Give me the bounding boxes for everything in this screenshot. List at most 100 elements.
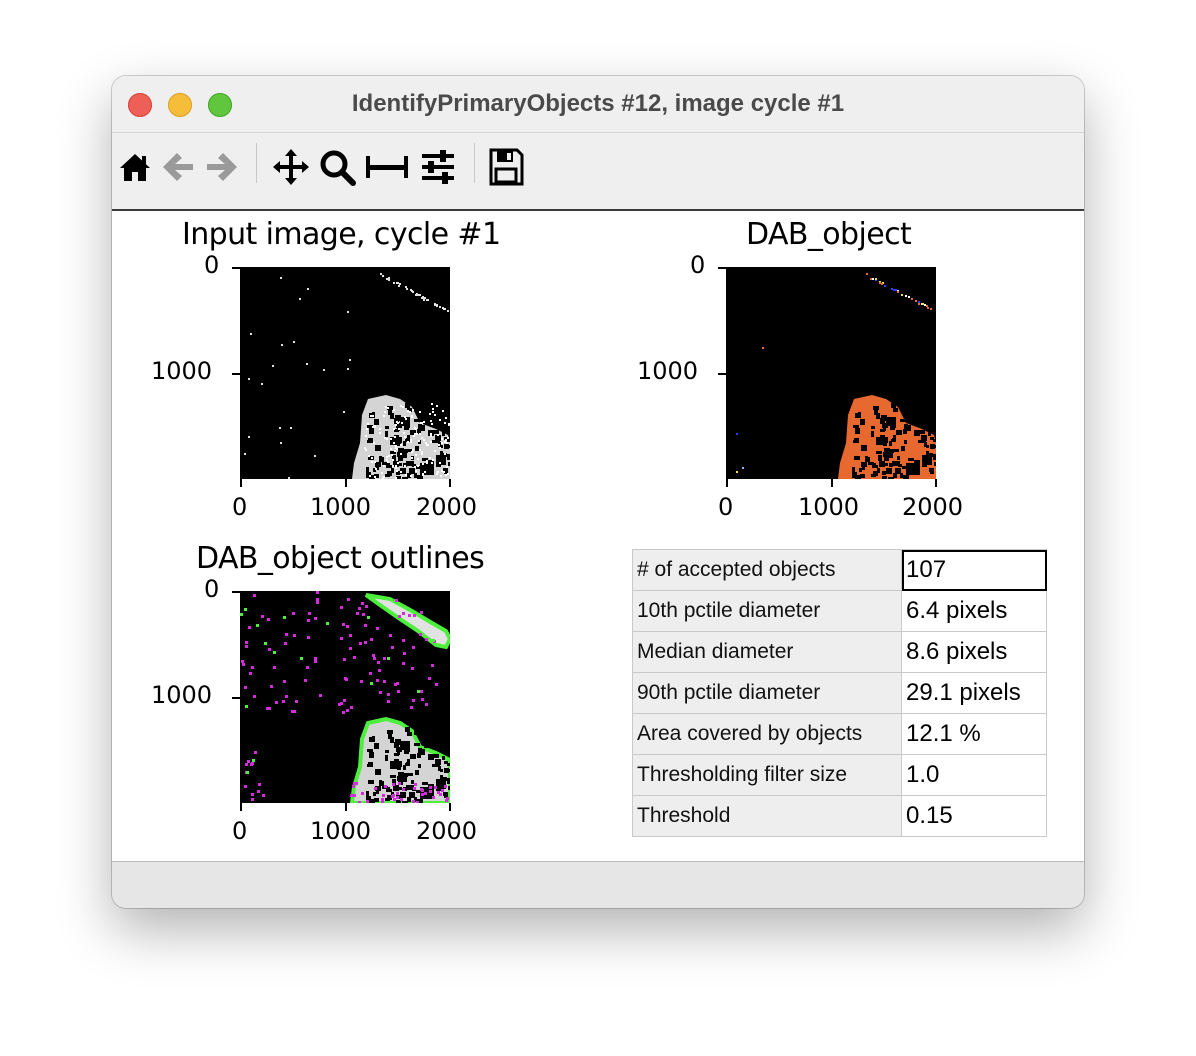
pixel-speck: [429, 457, 431, 459]
pixel-speck: [374, 787, 377, 790]
pixel-speck: [369, 799, 375, 803]
pixel-speck: [860, 419, 865, 425]
dab-object-labels: [726, 267, 936, 479]
pixel-speck: [383, 465, 385, 467]
pixel-speck: [441, 470, 443, 472]
stat-value[interactable]: 29.1 pixels: [901, 672, 1047, 714]
zoom-window-button[interactable]: [208, 93, 232, 117]
pixel-speck: [392, 465, 394, 467]
input-ytick-mark: [232, 267, 240, 269]
pixel-speck: [340, 606, 343, 609]
pixel-speck: [399, 283, 401, 285]
pixel-speck: [396, 747, 402, 752]
stat-value[interactable]: 6.4 pixels: [901, 590, 1047, 632]
pan-icon[interactable]: [272, 147, 310, 187]
pixel-speck: [412, 291, 414, 293]
pixel-speck: [401, 422, 403, 424]
pixel-speck: [895, 289, 897, 291]
pixel-speck: [412, 409, 414, 411]
subplots-icon[interactable]: [364, 147, 410, 187]
close-button[interactable]: [128, 93, 152, 117]
pixel-speck: [445, 747, 450, 751]
pixel-speck: [446, 410, 450, 414]
title-bar: IdentifyPrimaryObjects #12, image cycle …: [112, 76, 1084, 133]
pixel-speck: [918, 440, 923, 443]
input-xtick-1000: 1000: [310, 493, 372, 521]
pixel-speck: [436, 435, 439, 438]
stat-value[interactable]: 0.15: [901, 795, 1047, 837]
pixel-speck: [251, 762, 254, 765]
pixel-speck: [439, 447, 441, 449]
pixel-speck: [443, 468, 448, 472]
pixel-speck: [862, 464, 865, 470]
pixel-speck: [347, 311, 349, 313]
pixel-speck: [244, 453, 246, 455]
pixel-speck: [922, 440, 926, 443]
pixel-speck: [446, 442, 448, 444]
pixel-speck: [429, 728, 435, 732]
pixel-speck: [386, 278, 388, 280]
configure-icon[interactable]: [420, 147, 456, 187]
pixel-speck: [379, 781, 384, 786]
pixel-speck: [398, 761, 402, 767]
pixel-speck: [397, 776, 403, 781]
pixel-speck: [407, 473, 411, 478]
pixel-speck: [404, 436, 406, 438]
pixel-speck: [445, 439, 447, 441]
pixel-speck: [425, 638, 428, 641]
pixel-speck: [406, 748, 410, 752]
pixel-speck: [911, 298, 913, 300]
pixel-speck: [270, 685, 273, 688]
zoom-icon[interactable]: [318, 147, 356, 187]
stat-label: Thresholding filter size: [632, 754, 902, 796]
pixel-speck: [374, 474, 379, 478]
pixel-speck: [387, 461, 389, 463]
pixel-speck: [440, 740, 444, 746]
pixel-speck: [417, 465, 419, 467]
stat-value[interactable]: 8.6 pixels: [901, 631, 1047, 673]
pixel-speck: [364, 624, 367, 627]
pixel-speck: [359, 642, 362, 645]
pixel-speck: [244, 608, 247, 611]
pixel-speck: [382, 275, 384, 277]
pixel-speck: [441, 442, 443, 444]
pixel-speck: [307, 288, 309, 290]
pixel-speck: [394, 436, 396, 438]
pixel-speck: [374, 798, 379, 802]
plot-title-outlines: DAB_object outlines: [196, 541, 485, 576]
outlines-xtick-2000: 2000: [416, 817, 478, 845]
pixel-speck: [398, 448, 404, 454]
pixel-speck: [393, 785, 399, 791]
pixel-speck: [890, 449, 894, 453]
pixel-speck: [398, 437, 402, 443]
pixel-speck: [412, 464, 416, 467]
pixel-speck: [288, 477, 290, 479]
pixel-speck: [273, 651, 276, 654]
pixel-speck: [875, 465, 878, 468]
pixel-speck: [373, 468, 376, 472]
stat-value[interactable]: 1.0: [901, 754, 1047, 796]
forward-arrow-icon[interactable]: [204, 147, 240, 187]
save-icon[interactable]: [488, 147, 524, 187]
stat-value[interactable]: 107: [901, 549, 1047, 591]
pixel-speck: [395, 477, 397, 479]
minimize-button[interactable]: [168, 93, 192, 117]
pixel-speck: [394, 435, 399, 438]
pixel-speck: [247, 760, 250, 763]
back-arrow-icon[interactable]: [160, 147, 196, 187]
pixel-speck: [422, 463, 424, 465]
pixel-speck: [430, 736, 433, 742]
pixel-speck: [353, 782, 356, 785]
pixel-speck: [362, 613, 365, 616]
pixel-speck: [412, 646, 415, 649]
pixel-speck: [285, 633, 288, 636]
pixel-speck: [245, 645, 248, 648]
pixel-speck: [284, 642, 287, 645]
status-bar: [112, 861, 1084, 908]
pixel-speck: [307, 619, 310, 622]
home-icon[interactable]: [118, 147, 152, 187]
pixel-speck: [384, 411, 386, 413]
pixel-speck: [382, 462, 388, 465]
stat-value[interactable]: 12.1 %: [901, 713, 1047, 755]
pixel-speck: [407, 797, 411, 802]
